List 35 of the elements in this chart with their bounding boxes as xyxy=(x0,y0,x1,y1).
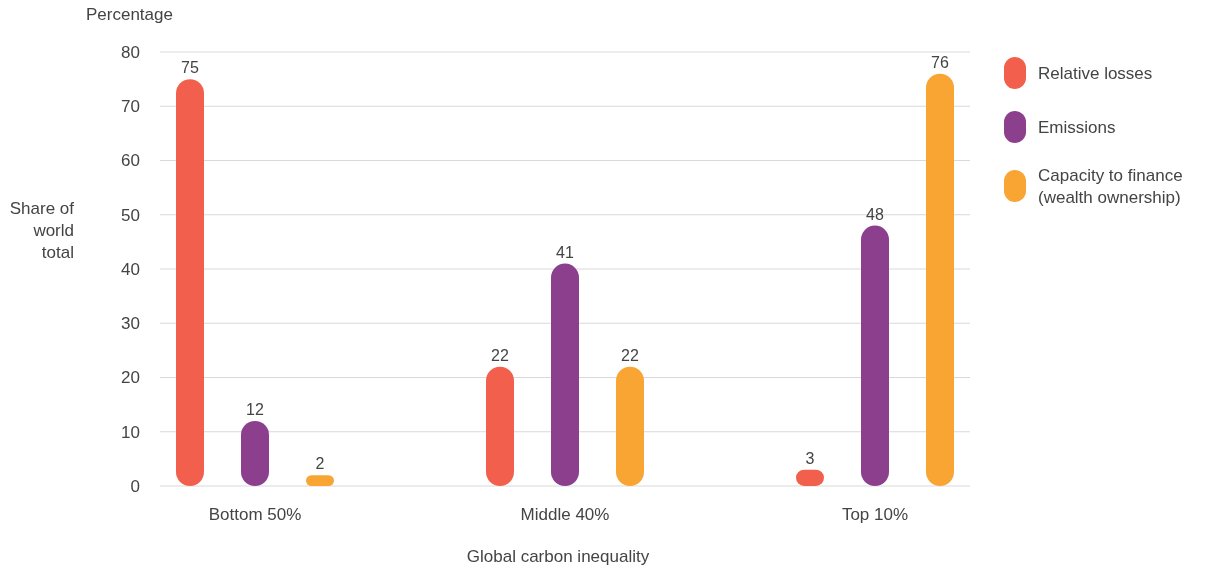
y-tick-label: 10 xyxy=(121,422,140,442)
y-tick-label: 40 xyxy=(121,259,140,279)
y-tick-label: 30 xyxy=(121,314,140,334)
legend-label: Emissions xyxy=(1038,117,1116,137)
y-tick-label: 0 xyxy=(130,476,140,496)
y-tick-label: 70 xyxy=(121,97,140,117)
bar xyxy=(861,225,889,486)
data-label: 76 xyxy=(931,53,949,71)
text: Percentage xyxy=(86,5,173,24)
legend-label: Relative losses xyxy=(1038,63,1153,83)
bar xyxy=(176,79,204,486)
bar xyxy=(616,366,644,486)
bar xyxy=(551,263,579,486)
bar xyxy=(241,420,269,486)
bar xyxy=(926,73,954,486)
y-tick-label: 50 xyxy=(121,205,140,225)
x-tick-label: Top 10% xyxy=(841,505,909,524)
data-label: 2 xyxy=(315,455,325,473)
x-axis-title: Global carbon inequality xyxy=(466,547,650,566)
data-label: 22 xyxy=(621,346,639,364)
bar xyxy=(486,366,514,486)
x-tick-label: Bottom 50% xyxy=(208,505,302,524)
data-label: 22 xyxy=(491,346,509,364)
data-label: 75 xyxy=(181,59,199,77)
data-label: 3 xyxy=(805,449,815,467)
data-label: 12 xyxy=(246,400,264,418)
y-tick-label: 60 xyxy=(121,151,140,171)
bar xyxy=(306,475,334,486)
y-tick-label: 80 xyxy=(121,42,140,62)
y-tick-label: 20 xyxy=(121,368,140,388)
x-tick-label: Middle 40% xyxy=(520,505,610,524)
legend-label: Capacity to finance (wealth ownership) xyxy=(1038,165,1183,207)
data-label: 48 xyxy=(866,205,884,223)
y-axis-title: Share of world total xyxy=(9,199,75,262)
data-label: 41 xyxy=(556,243,574,261)
